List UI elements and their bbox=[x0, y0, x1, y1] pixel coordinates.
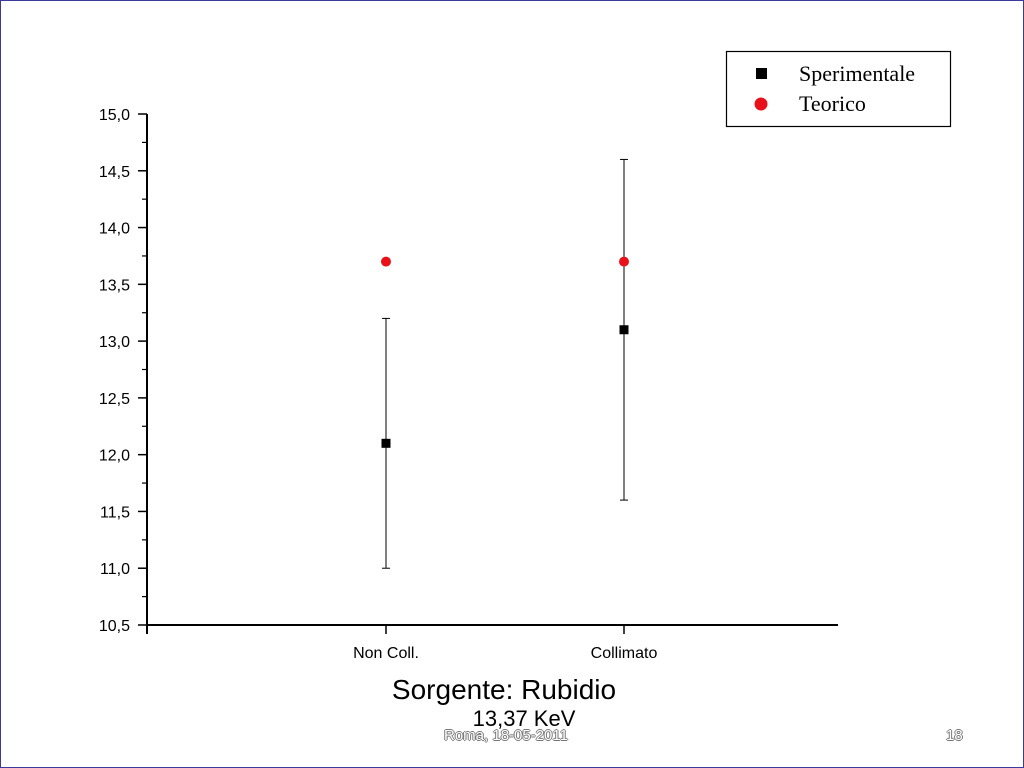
legend-marker-circle bbox=[754, 97, 768, 111]
energy-label: 13,37 KeV bbox=[472, 706, 576, 731]
page-number: 18 bbox=[946, 727, 963, 744]
y-tick-label: 10,5 bbox=[99, 618, 130, 635]
y-tick-label: 12,0 bbox=[99, 448, 130, 465]
y-tick-label: 11,0 bbox=[100, 561, 130, 578]
y-tick-label: 14,0 bbox=[99, 221, 130, 238]
y-tick-label: 12,5 bbox=[99, 391, 130, 408]
data-point-sperimentale bbox=[381, 438, 391, 448]
y-tick-label: 14,5 bbox=[99, 164, 130, 181]
legend: Sperimentale Teorico bbox=[725, 50, 952, 128]
legend-marker-square bbox=[756, 68, 767, 79]
chart-marks bbox=[381, 158, 629, 569]
data-point-teorico bbox=[619, 256, 629, 267]
data-point-teorico bbox=[381, 256, 391, 267]
y-tick-label: 13,0 bbox=[99, 334, 130, 351]
x-tick-label: Non Coll. bbox=[353, 645, 419, 662]
legend-label: Sperimentale bbox=[799, 61, 915, 86]
chart-caption: Sorgente: Rubidio bbox=[391, 674, 617, 705]
y-tick-label: 11,5 bbox=[100, 504, 130, 521]
legend-box bbox=[725, 50, 952, 128]
x-tick-label: Collimato bbox=[591, 645, 658, 662]
footer-date: Roma, 18-05-2011 bbox=[444, 727, 568, 744]
y-tick-label: 15,0 bbox=[99, 107, 130, 124]
data-point-sperimentale bbox=[619, 325, 629, 335]
axes: 10,5 11,0 11,5 12,0 12,5 13,0 13,5 14,0 14,5 15,0… bbox=[99, 107, 838, 662]
y-tick-label: 13,5 bbox=[99, 277, 130, 294]
legend-label: Teorico bbox=[799, 91, 866, 116]
